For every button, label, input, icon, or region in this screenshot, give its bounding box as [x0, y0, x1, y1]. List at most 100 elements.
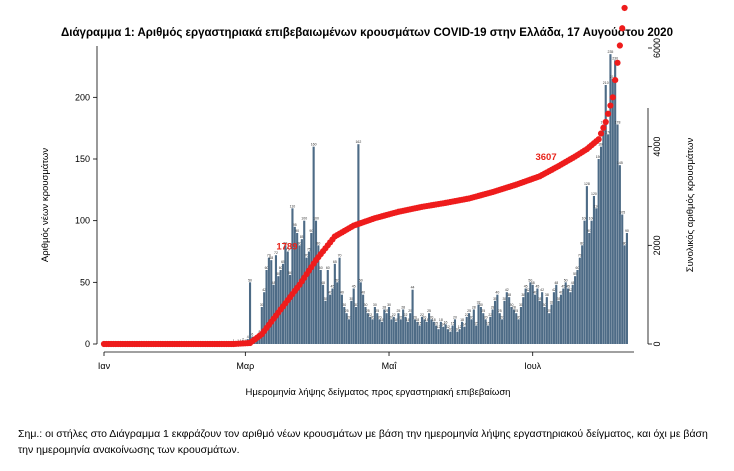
bar-value-label: 25 [514, 309, 518, 313]
bar [604, 85, 607, 344]
bar [517, 319, 520, 344]
bar [383, 309, 386, 344]
bar [430, 319, 433, 344]
bar [260, 307, 263, 344]
bar [333, 263, 336, 344]
y-tick-label: 100 [75, 216, 90, 226]
bar-value-label: 18 [394, 318, 398, 322]
bar-value-label: 100 [313, 217, 319, 221]
bar-value-label: 18 [425, 318, 429, 322]
bar [489, 316, 492, 344]
bar-value-label: 75 [286, 248, 290, 252]
line-point [621, 4, 628, 12]
bar [298, 245, 301, 344]
bar [493, 300, 497, 344]
x-tick-label: Ιουλ [524, 361, 541, 371]
x-tick-label: Μαρ [236, 361, 254, 371]
bar-value-label: 68 [269, 256, 273, 260]
bar-value-label: 45 [535, 285, 539, 289]
bar [366, 313, 369, 344]
bar [409, 313, 412, 344]
bars: 1112145063583042607068487255606580755611… [232, 50, 629, 345]
bar [437, 329, 440, 344]
bar [338, 257, 341, 344]
bar [465, 316, 468, 344]
bar [373, 307, 376, 344]
bar [435, 325, 438, 344]
bar [357, 144, 360, 344]
bar [305, 257, 308, 344]
bar [425, 321, 428, 344]
bar-value-label: 42 [552, 288, 556, 292]
bar-value-label: 6 [251, 333, 253, 337]
bar-value-label: 128 [584, 182, 590, 186]
bar-value-label: 40 [340, 291, 344, 295]
line-point [595, 136, 602, 143]
bar-value-label: 15 [434, 322, 438, 326]
bar-value-label: 15 [451, 322, 455, 326]
bar [597, 159, 600, 344]
bar-value-label: 100 [301, 217, 307, 221]
bar-value-label: 10 [455, 328, 459, 332]
bar [479, 307, 482, 344]
bar-value-label: 38 [507, 293, 511, 297]
bar-value-label: 50 [248, 278, 252, 282]
bar [576, 270, 579, 344]
bar [491, 309, 494, 344]
bar-value-label: 55 [573, 272, 577, 276]
bar [413, 319, 416, 344]
bar-value-label: 42 [568, 288, 572, 292]
bar-value-label: 14 [441, 323, 445, 327]
bar-value-label: 90 [587, 229, 591, 233]
y2-tick-label: 4000 [652, 137, 662, 157]
bar [359, 282, 362, 344]
bar [538, 300, 541, 344]
bar-value-label: 70 [267, 254, 271, 258]
bar [364, 307, 367, 344]
line-point [607, 102, 614, 109]
bar [392, 316, 395, 344]
bar-value-label: 38 [545, 293, 549, 297]
y2-tick-label: 6000 [652, 38, 662, 58]
bar-value-label: 60 [326, 266, 330, 270]
bar-value-label: 25 [385, 309, 389, 313]
bar-value-label: 32 [550, 301, 554, 305]
bar-value-label: 30 [543, 303, 547, 307]
bar [317, 245, 320, 344]
bar [354, 307, 358, 344]
bar-value-label: 20 [389, 315, 393, 319]
x-axis-label: Ημερομηνία λήψης δείγματος προς εργαστηρ… [246, 387, 511, 398]
bar [310, 233, 313, 344]
bar-value-label: 40 [559, 291, 563, 295]
bar [510, 307, 513, 344]
bar [618, 165, 621, 344]
bar [449, 331, 452, 344]
bar [324, 300, 327, 344]
bar-value-label: 18 [406, 318, 410, 322]
bar-value-label: 50 [359, 278, 363, 282]
bar [555, 284, 558, 344]
bar [562, 288, 565, 344]
bar [524, 288, 527, 344]
bar-value-label: 20 [413, 315, 417, 319]
bar-value-label: 80 [298, 241, 302, 245]
bar [326, 270, 329, 344]
bar-value-label: 80 [623, 241, 627, 245]
bar [411, 289, 414, 344]
bar-value-label: 4 [247, 335, 249, 339]
bar-value-label: 30 [260, 303, 264, 307]
bar-value-label: 35 [323, 297, 327, 301]
bar [505, 292, 508, 344]
bar-value-label: 25 [408, 309, 412, 313]
bar-value-label: 25 [366, 309, 370, 313]
bar-value-label: 56 [288, 271, 292, 275]
bar-value-label: 20 [453, 315, 457, 319]
bar-value-label: 40 [533, 291, 537, 295]
bar-value-label: 65 [281, 260, 285, 264]
line-point [612, 76, 619, 84]
bar [428, 313, 431, 344]
bar-value-label: 95 [293, 223, 297, 227]
bar [496, 294, 499, 344]
bar-value-label: 30 [387, 303, 391, 307]
y-tick-label: 50 [80, 277, 90, 287]
